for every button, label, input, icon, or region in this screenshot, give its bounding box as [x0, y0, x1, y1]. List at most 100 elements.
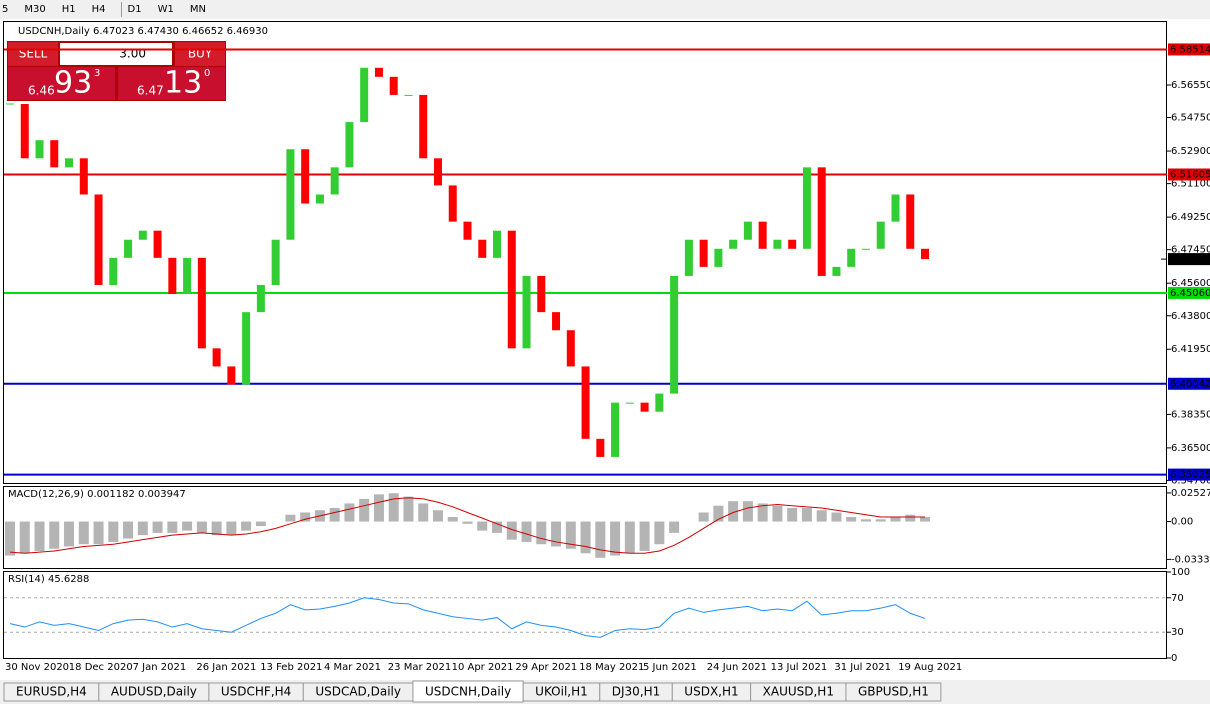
- candle: [802, 167, 811, 249]
- candle: [552, 312, 561, 331]
- macd-bar: [167, 521, 178, 533]
- macd-bar: [78, 521, 89, 545]
- sell-button[interactable]: [8, 42, 58, 66]
- y-tick-label: 6.56550: [1171, 80, 1210, 91]
- macd-bar: [580, 521, 591, 554]
- trade-panel: SELL 3.00 BUY 6.46 93 3 6.47 13 0: [7, 41, 226, 101]
- candle: [345, 122, 354, 168]
- candle: [625, 402, 634, 404]
- candle: [788, 239, 797, 249]
- candle: [50, 140, 59, 168]
- chart-header: USDCNH,Daily 6.47023 6.47430 6.46652 6.4…: [18, 26, 268, 37]
- macd-bar: [388, 493, 399, 522]
- y-tick-label: 6.45600: [1171, 278, 1210, 289]
- y-tick-label: 6.47450: [1171, 245, 1210, 256]
- candle: [389, 76, 398, 95]
- timeframe-button[interactable]: D1: [128, 4, 142, 15]
- macd-bar: [698, 512, 709, 522]
- tab-label: DJ30,H1: [612, 685, 661, 699]
- y-tick-label: 6.34700: [1171, 475, 1210, 486]
- timeframe-button[interactable]: H4: [92, 4, 106, 15]
- macd-bar: [418, 503, 429, 522]
- candle: [242, 312, 251, 385]
- candle: [65, 158, 74, 168]
- date-label: 18 Dec 2020: [69, 662, 133, 673]
- y-tick-label: 6.41950: [1171, 344, 1210, 355]
- tab[interactable]: EURUSD,H4: [3, 682, 100, 702]
- candle: [847, 248, 856, 267]
- candle: [20, 103, 29, 159]
- tab[interactable]: AUDUSD,Daily: [98, 682, 210, 702]
- tab[interactable]: DJ30,H1: [599, 682, 673, 702]
- tab-label: USDCNH,Daily: [425, 685, 511, 699]
- tab[interactable]: USDX,H1: [671, 682, 752, 702]
- macd-bar: [521, 521, 532, 542]
- tab[interactable]: GBPUSD,H1: [845, 682, 942, 702]
- level-label: 6.40042: [1170, 379, 1210, 390]
- tab[interactable]: USDCAD,Daily: [302, 682, 414, 702]
- date-label: 31 Jul 2021: [834, 662, 891, 673]
- tab[interactable]: USDCHF,H4: [208, 682, 304, 702]
- macd-bar: [182, 521, 193, 531]
- date-label: 7 Jan 2021: [133, 662, 187, 673]
- tab[interactable]: UKOil,H1: [522, 682, 601, 702]
- tab[interactable]: USDCNH,Daily: [412, 680, 524, 703]
- macd-bar: [610, 521, 621, 556]
- y-tick-label: 6.52900: [1171, 146, 1210, 157]
- rsi-pane: [3, 571, 1167, 659]
- timeframe-button[interactable]: H1: [62, 4, 76, 15]
- candle: [817, 167, 826, 276]
- bid-box[interactable]: [8, 67, 115, 100]
- tab[interactable]: XAUUSD,H1: [750, 682, 847, 702]
- tab-label: USDCHF,H4: [221, 685, 291, 699]
- candle: [670, 275, 679, 394]
- candle: [906, 194, 915, 249]
- timeframe-button[interactable]: W1: [158, 4, 174, 15]
- macd-bar: [875, 519, 886, 522]
- date-label: 13 Jul 2021: [771, 662, 828, 673]
- candle: [522, 275, 531, 349]
- y-tick-label: 100: [1171, 567, 1190, 578]
- macd-bar: [846, 517, 857, 522]
- macd-bar: [447, 517, 458, 522]
- candle: [109, 257, 118, 285]
- candle: [256, 284, 265, 313]
- macd-bar: [93, 521, 104, 545]
- macd-bar: [137, 521, 148, 536]
- date-label: 18 May 2021: [579, 662, 644, 673]
- tab-label: USDX,H1: [684, 685, 738, 699]
- timeframe-button[interactable]: MN: [190, 4, 206, 15]
- tab-bg: [845, 682, 942, 702]
- candle: [640, 402, 649, 412]
- macd-bar: [772, 505, 783, 522]
- y-tick-label: 6.43800: [1171, 311, 1210, 322]
- macd-signal: [9, 497, 925, 554]
- macd-bar: [152, 521, 163, 533]
- macd-bar: [19, 521, 30, 554]
- date-label: 23 Mar 2021: [388, 662, 451, 673]
- timeframe-button[interactable]: 5: [2, 4, 8, 15]
- lot-field[interactable]: [60, 43, 172, 65]
- level-label: 6.51605: [1170, 169, 1210, 180]
- tab-label: XAUUSD,H1: [763, 685, 834, 699]
- macd-bar: [669, 521, 680, 533]
- candle: [124, 239, 133, 258]
- candle: [743, 221, 752, 240]
- candle: [493, 230, 502, 258]
- macd-bar: [801, 507, 812, 522]
- y-tick-label: 0: [1171, 653, 1177, 664]
- macd-bar: [624, 521, 635, 554]
- candle: [596, 438, 605, 457]
- candle: [315, 194, 324, 204]
- buy-button[interactable]: [175, 42, 225, 66]
- macd-bar: [432, 510, 443, 522]
- macd-bar: [344, 503, 355, 522]
- candle: [360, 67, 369, 123]
- timeframe-button[interactable]: M30: [24, 4, 45, 15]
- candle: [197, 257, 206, 349]
- candle: [891, 194, 900, 222]
- macd-bar: [920, 517, 930, 522]
- candle: [463, 221, 472, 240]
- ask-box[interactable]: [118, 67, 225, 100]
